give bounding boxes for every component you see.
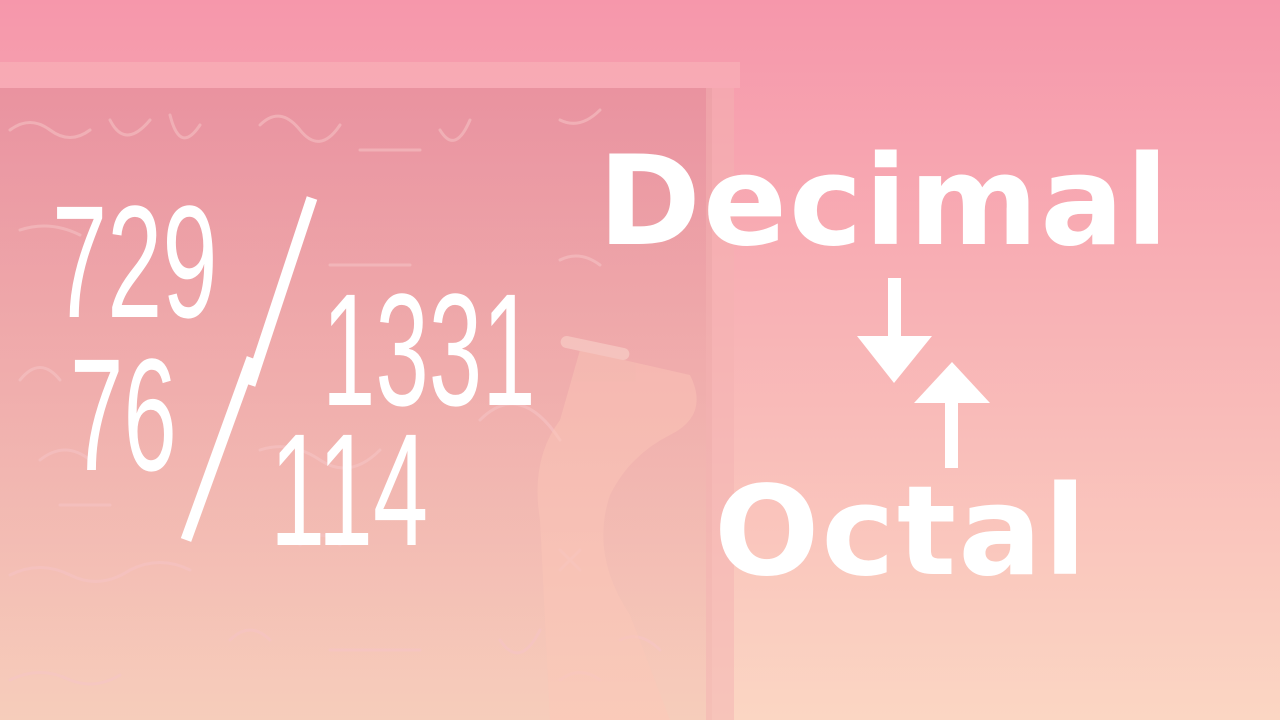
octal-label: Octal — [714, 460, 1089, 604]
fraction-2-numerator: 76 — [70, 325, 177, 504]
arrow-up-icon — [914, 362, 990, 468]
fraction-2-denominator: 114 — [270, 400, 429, 579]
decimal-label: Decimal — [598, 130, 1171, 274]
chalkboard — [0, 88, 712, 720]
fraction-1-numerator: 729 — [52, 172, 218, 351]
fraction-1-denominator: 1331 — [322, 260, 536, 439]
arrow-down-icon — [857, 278, 932, 383]
